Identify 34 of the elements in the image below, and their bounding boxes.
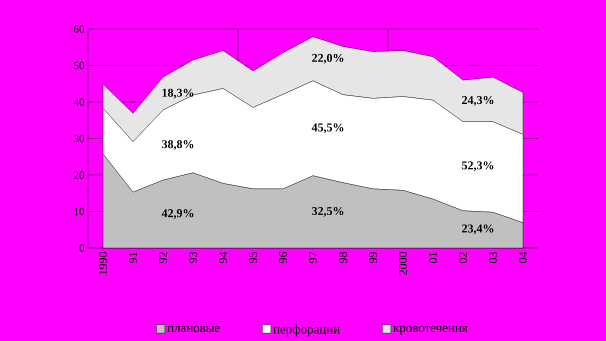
annotation: 24,3% [462,96,494,106]
x-tick-label: 1990 [98,252,108,274]
x-tick-label: 97 [308,252,318,264]
annotation: 52,3% [462,161,494,172]
annotation: 18,3% [162,88,194,98]
y-tick-label: 20 [74,171,84,179]
y-tick-label: 40 [74,98,84,106]
legend-label: кровотечения [393,326,468,335]
x-tick-label: 04 [518,252,528,264]
y-tick-label: 0 [79,244,84,252]
y-tick-label: 50 [74,62,84,70]
y-tick-label: 30 [74,134,84,142]
x-tick-label: 91 [128,252,138,264]
annotation: 32,5% [312,206,344,217]
annotation: 23,4% [462,224,494,234]
legend-label: плановые [167,326,220,332]
annotation: 42,9% [162,209,194,219]
x-tick-label: 99 [368,252,378,264]
x-tick-label: 2000 [398,252,408,275]
x-tick-label: 02 [458,252,468,264]
y-tick-label: 10 [74,208,84,216]
annotation: 38,8% [162,140,194,150]
x-tick-label: 95 [248,252,258,264]
annotation: 22,0% [312,54,344,64]
x-tick-label: 01 [428,252,438,264]
x-tick-label: 03 [488,252,498,264]
x-tick-label: 94 [218,252,228,264]
annotation: 45,5% [312,123,344,134]
x-tick-label: 96 [278,252,288,264]
legend-label: перфорации [273,324,340,336]
x-tick-label: 92 [158,252,168,264]
y-tick-label: 60 [74,25,84,33]
x-tick-label: 98 [338,252,348,264]
x-tick-label: 93 [188,252,198,264]
